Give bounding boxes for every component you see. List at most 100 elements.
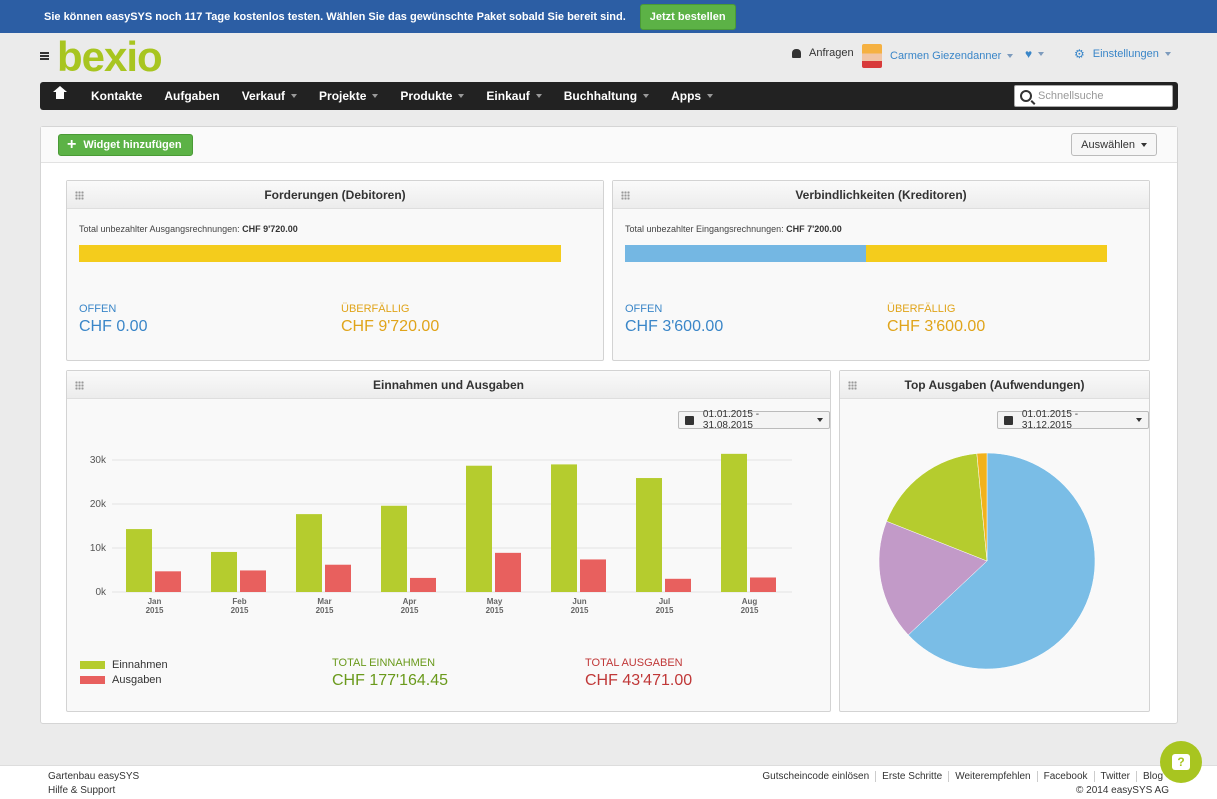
total-value: CHF 9'720.00 [242, 224, 298, 234]
nav-label: Einkauf [486, 89, 530, 103]
drag-handle-icon[interactable] [75, 191, 84, 200]
footer-link-twitter[interactable]: Twitter [1093, 771, 1136, 782]
drag-handle-icon[interactable] [75, 381, 84, 390]
income-bar [296, 514, 322, 592]
x-tick-sublabel: 2015 [146, 606, 164, 615]
total-unpaid-line: Total unbezahlter Eingangsrechnungen: CH… [625, 224, 842, 234]
chevron-down-icon [1164, 52, 1171, 56]
overdue-value: CHF 9'720.00 [341, 318, 440, 335]
overdue-label: ÜBERFÄLLIG [887, 303, 956, 315]
drag-handle-icon[interactable] [621, 191, 630, 200]
y-tick-label: 20k [90, 499, 107, 510]
footer-link-voucher[interactable]: Gutscheincode einlösen [762, 771, 870, 782]
drag-handle-icon[interactable] [848, 381, 857, 390]
help-support-link[interactable]: Hilfe & Support [48, 785, 116, 796]
y-tick-label: 10k [90, 543, 107, 554]
payables-progress-bar [625, 245, 1107, 262]
total-label: Total unbezahlter Eingangsrechnungen: [625, 224, 784, 234]
open-segment [625, 245, 866, 262]
chevron-down-icon [817, 418, 823, 422]
income-bar [381, 505, 407, 592]
footer-link-blog[interactable]: Blog [1135, 771, 1169, 782]
bexio-logo[interactable]: bexio [57, 33, 163, 80]
income-bar [466, 465, 492, 592]
menu-icon[interactable] [40, 52, 49, 60]
income-bar [126, 529, 152, 592]
top-expenses-pie [878, 452, 1096, 670]
chevron-down-icon [1136, 418, 1142, 422]
nav-aufgaben[interactable]: Aufgaben [153, 89, 230, 103]
nav-verkauf[interactable]: Verkauf [231, 89, 308, 103]
quick-search[interactable] [1014, 85, 1173, 107]
requests-label: Anfragen [809, 47, 854, 59]
overdue-stat: ÜBERFÄLLIG CHF 9'720.00 [341, 303, 439, 336]
income-bar [551, 464, 577, 592]
home-button[interactable] [40, 86, 80, 101]
nav-label: Produkte [400, 89, 453, 103]
bell-icon [792, 48, 801, 58]
chevron-down-icon [535, 94, 542, 98]
footer-link-recommend[interactable]: Weiterempfehlen [948, 771, 1036, 782]
nav-projekte[interactable]: Projekte [308, 89, 389, 103]
app-header: bexio Anfragen Carmen Giezendanner ♥ ⚙ E… [0, 33, 1217, 82]
legend-label: Ausgaben [112, 673, 162, 686]
widget-title: Forderungen (Debitoren) [264, 187, 406, 202]
nav-kontakte[interactable]: Kontakte [80, 89, 153, 103]
add-widget-button[interactable]: + Widget hinzufügen [58, 134, 193, 156]
open-value: CHF 3'600.00 [625, 318, 724, 335]
footer-left: Gartenbau easySYS Hilfe & Support [48, 770, 139, 798]
income-expenses-widget: Einnahmen und Ausgaben 01.01.2015 - 31.0… [66, 370, 831, 712]
date-range-picker[interactable]: 01.01.2015 - 31.12.2015 [997, 409, 1149, 431]
requests-link[interactable]: Anfragen [792, 47, 854, 59]
calendar-icon [685, 415, 694, 425]
nav-produkte[interactable]: Produkte [389, 89, 475, 103]
x-tick-sublabel: 2015 [571, 606, 589, 615]
pie-slice [878, 520, 988, 636]
total-expenses-label: TOTAL AUSGABEN [585, 657, 683, 669]
nav-einkauf[interactable]: Einkauf [475, 89, 552, 103]
x-tick-label: Aug [742, 597, 758, 606]
total-unpaid-line: Total unbezahlter Ausgangsrechnungen: CH… [79, 224, 298, 234]
nav-apps[interactable]: Apps [660, 89, 724, 103]
expenses-bar [665, 578, 691, 592]
nav-label: Buchhaltung [563, 89, 638, 103]
company-name: Gartenbau easySYS [48, 771, 140, 782]
select-dropdown[interactable]: Auswählen [1071, 133, 1157, 156]
footer-link-facebook[interactable]: Facebook [1036, 771, 1094, 782]
expenses-bar [580, 559, 606, 592]
date-range-picker[interactable]: 01.01.2015 - 31.08.2015 [678, 409, 830, 431]
x-tick-sublabel: 2015 [486, 606, 504, 615]
dashboard-toolbar [41, 127, 1177, 163]
total-expenses-value: CHF 43'471.00 [585, 672, 693, 689]
user-menu[interactable]: Carmen Giezendanner [854, 44, 1014, 68]
overdue-value: CHF 3'600.00 [887, 318, 986, 335]
heart-icon: ♥ [1025, 47, 1033, 61]
chevron-down-icon [372, 94, 379, 98]
search-input[interactable] [1038, 90, 1158, 102]
help-button[interactable]: ? [1160, 741, 1202, 783]
widget-title: Top Ausgaben (Aufwendungen) [904, 377, 1085, 392]
chevron-down-icon [1141, 142, 1147, 147]
plus-icon: + [67, 136, 77, 153]
nav-buchhaltung[interactable]: Buchhaltung [553, 89, 660, 103]
settings-menu[interactable]: ⚙ Einstellungen [1074, 47, 1171, 61]
widget-header: Einnahmen und Ausgaben [67, 371, 830, 399]
total-expenses: TOTAL AUSGABEN CHF 43'471.00 [585, 657, 692, 690]
total-value: CHF 7'200.00 [786, 224, 842, 234]
x-tick-label: Feb [232, 597, 246, 606]
user-name: Carmen Giezendanner [890, 50, 1002, 62]
income-bar [636, 478, 662, 592]
open-stat: OFFEN CHF 0.00 [79, 303, 147, 336]
top-expenses-widget: Top Ausgaben (Aufwendungen) 01.01.2015 -… [839, 370, 1150, 712]
x-tick-label: Jan [148, 597, 162, 606]
x-tick-label: Apr [403, 597, 417, 606]
pie-slice [907, 452, 1096, 670]
pie-slice [886, 453, 988, 562]
help-icon: ? [1172, 754, 1190, 770]
footer-link-first-steps[interactable]: Erste Schritte [875, 771, 948, 782]
total-label: Total unbezahlter Ausgangsrechnungen: [79, 224, 240, 234]
favorites-menu[interactable]: ♥ [1025, 47, 1045, 61]
nav-label: Aufgaben [164, 89, 220, 103]
order-now-button[interactable]: Jetzt bestellen [639, 3, 736, 30]
expenses-bar [750, 577, 776, 592]
